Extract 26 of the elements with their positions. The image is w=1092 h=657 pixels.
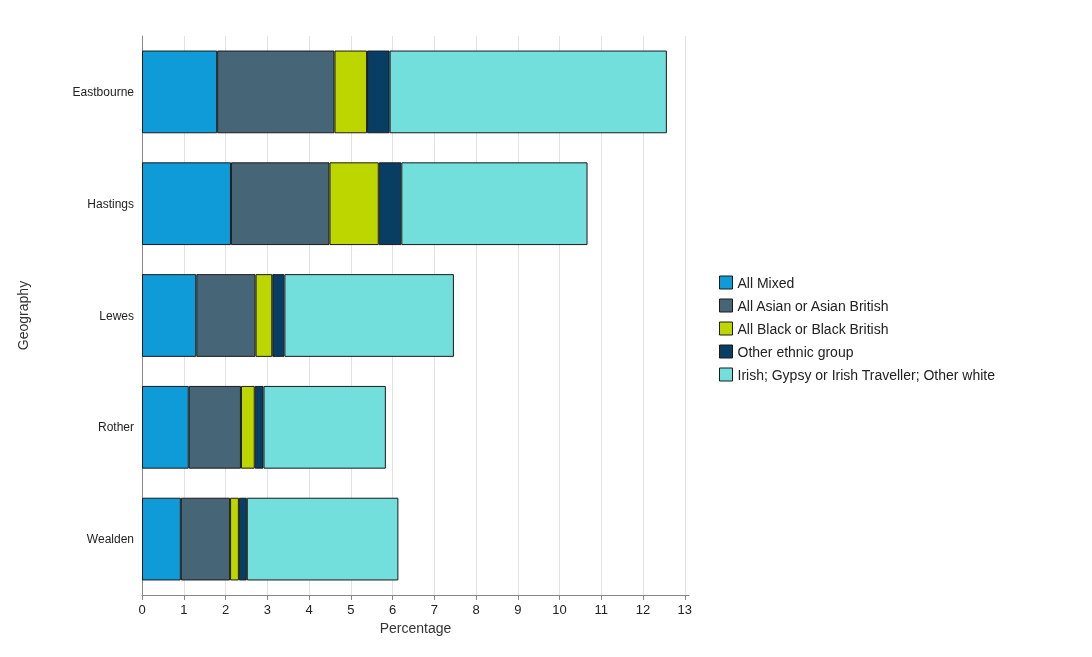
legend-label: Other ethnic group: [737, 343, 854, 360]
y-tick-label: Hastings: [87, 196, 134, 211]
y-tick-label: Wealden: [86, 532, 134, 547]
x-tick-label: 4: [305, 602, 313, 617]
x-tick-label: 12: [635, 602, 651, 617]
x-tick-label: 3: [263, 602, 271, 617]
x-tick-label: 5: [347, 602, 355, 617]
legend-label: Irish; Gypsy or Irish Traveller; Other white: [737, 366, 996, 383]
legend-label: All Black or Black British: [737, 320, 889, 337]
x-tick-label: 6: [388, 602, 397, 617]
x-axis-title: Percentage: [379, 619, 452, 636]
y-tick-label: Eastbourne: [72, 84, 135, 99]
legend-label: All Mixed: [737, 274, 795, 291]
x-tick-label: 1: [180, 602, 188, 617]
x-tick-label: 0: [138, 602, 146, 617]
y-axis-title: Geography: [15, 280, 31, 351]
x-tick-label: 11: [594, 602, 609, 617]
y-tick-label: Rother: [97, 420, 134, 435]
x-tick-label: 8: [472, 602, 480, 617]
x-tick-label: 9: [514, 602, 522, 617]
x-tick-label: 7: [430, 602, 438, 617]
x-tick-label: 10: [552, 602, 567, 617]
x-tick-label: 2: [221, 602, 230, 617]
x-tick-label: 13: [677, 602, 693, 617]
y-tick-label: Lewes: [99, 308, 134, 323]
legend-label: All Asian or Asian British: [737, 297, 889, 314]
